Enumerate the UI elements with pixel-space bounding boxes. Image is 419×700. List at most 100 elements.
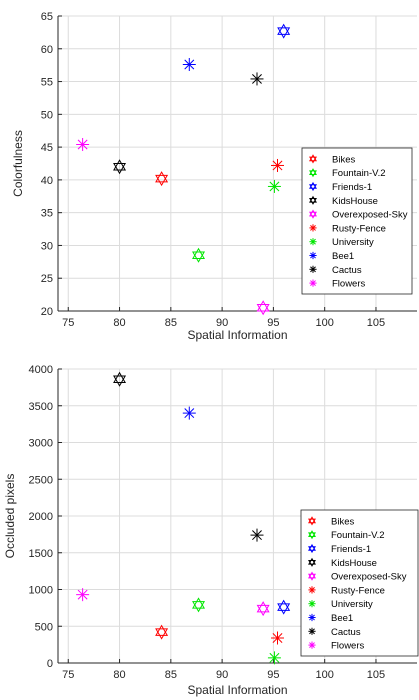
legend-label: Cactus [331,627,361,638]
legend: Bikes Fountain-V.2 Friends-1 KidsHouse Overe… [300,509,419,657]
legend-label: Bee1 [331,613,353,624]
y-axis-label: Occluded pixels [3,474,17,559]
legend-label: Fountain-V.2 [332,168,386,179]
legend-marker [308,571,316,581]
legend-marker [308,530,316,540]
legend-label: University [331,599,373,610]
y-tick-label: 4000 [29,364,53,376]
legend-label: Rusty-Fence [331,585,385,596]
data-point-rusty-fence [271,631,285,645]
y-tick-label: 1000 [29,585,53,597]
data-point-kidshouse [113,371,127,387]
y-tick-label: 0 [47,658,53,670]
y-tick-label: 1500 [29,548,53,560]
scatter-panel-2: 75 80 85 90 95 100 105 0 500 1000 1500 2000 2500 3000… [3,364,419,697]
legend-label: KidsHouse [331,558,377,569]
y-tick-label: 60 [41,44,53,56]
data-point-cactus [250,72,264,86]
y-tick-label: 45 [41,142,53,154]
legend-marker [308,516,316,526]
legend-label: Friends-1 [331,544,371,555]
legend-marker [308,627,316,635]
x-tick-label: 105 [367,317,385,329]
x-tick-label: 90 [216,669,228,681]
data-point-bikes [155,171,169,187]
legend-marker [309,181,317,192]
x-axis-label: Spatial Information [187,328,287,342]
data-point-kidshouse [113,159,127,175]
legend-label: Bikes [332,154,355,165]
x-tick-label: 80 [113,317,125,329]
y-tick-label: 3000 [29,438,53,450]
legend-marker [309,209,317,219]
y-tick-label: 3500 [29,401,53,413]
y-tick-label: 50 [41,109,53,121]
legend-marker [309,195,317,205]
legend-marker [309,224,317,232]
legend-marker [308,600,316,608]
y-tick-label: 2000 [29,511,53,523]
x-tick-label: 85 [165,669,177,681]
legend-label: Rusty-Fence [332,223,386,234]
data-point-overexposed-sky [256,300,270,316]
legend-marker [309,279,317,287]
data-point-bikes [155,624,169,640]
legend-marker [309,168,317,178]
legend-marker [309,265,317,273]
y-tick-label: 30 [41,240,53,252]
data-point-friends-1 [277,23,291,39]
x-tick-label: 85 [165,317,177,329]
y-tick-label: 55 [41,77,53,89]
data-point-bee1 [182,406,196,420]
legend-label: University [332,237,374,248]
data-point-cactus [250,528,264,542]
y-tick-label: 65 [41,11,53,23]
data-point-fountain-v-2 [192,597,206,613]
x-tick-label: 80 [113,669,125,681]
legend-marker [308,641,316,649]
legend-label: Bee1 [332,251,354,262]
x-tick-label: 100 [316,669,334,681]
x-tick-label: 75 [62,669,74,681]
x-tick-label: 100 [316,317,334,329]
y-tick-label: 35 [41,208,53,220]
legend-label: Flowers [332,279,366,290]
legend: Bikes Fountain-V.2 Friends-1 KidsHouse Overe… [301,147,413,295]
data-point-flowers [76,137,90,151]
legend-label: Friends-1 [332,182,372,193]
legend-label: Flowers [331,641,365,652]
data-point-university [267,651,281,665]
data-point-university [267,179,281,193]
y-tick-label: 40 [41,175,53,187]
y-axis-label: Colorfulness [11,130,25,197]
legend-label: Bikes [331,516,354,527]
data-point-flowers [76,588,90,602]
legend-marker [308,543,316,554]
x-tick-label: 105 [367,669,385,681]
data-point-overexposed-sky [256,601,270,617]
y-tick-label: 2500 [29,474,53,486]
data-point-fountain-v-2 [192,247,206,263]
legend-marker [308,613,316,622]
legend-marker [309,251,317,260]
x-axis-label: Spatial Information [187,683,287,697]
legend-label: Cactus [332,265,362,276]
legend-marker [308,557,316,567]
data-point-rusty-fence [271,158,285,172]
y-tick-label: 25 [41,273,53,285]
x-tick-label: 75 [62,317,74,329]
y-tick-label: 500 [35,621,53,633]
x-tick-label: 90 [216,317,228,329]
legend-marker [309,238,317,246]
legend-box [301,147,413,295]
legend-label: Overexposed-Sky [332,210,408,221]
legend-label: Fountain-V.2 [331,530,385,541]
scatter-panel-1: 75 80 85 90 95 100 105 20 25 30 35 40 45 50 55 60 65 Spat… [11,11,417,342]
data-point-friends-1 [277,599,291,615]
legend-marker [308,586,316,594]
y-tick-label: 20 [41,306,53,318]
data-point-bee1 [182,58,196,72]
legend-label: KidsHouse [332,196,378,207]
legend-label: Overexposed-Sky [331,572,407,583]
